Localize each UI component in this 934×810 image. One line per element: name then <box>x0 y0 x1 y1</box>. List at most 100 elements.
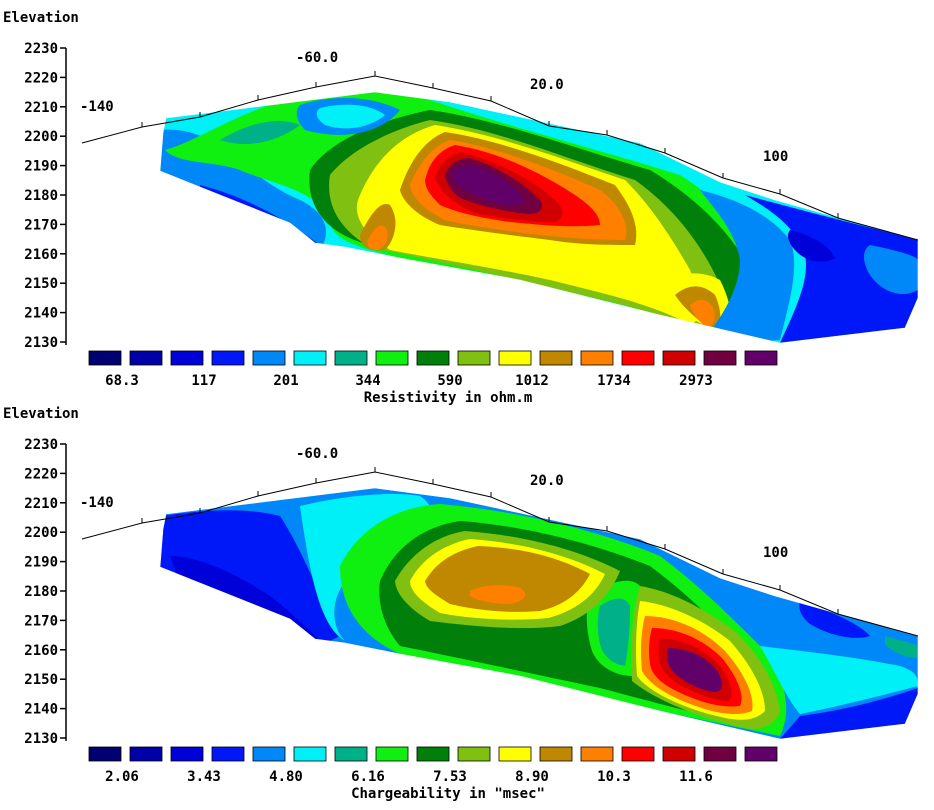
legend-swatch <box>252 746 286 762</box>
contour-band <box>690 299 715 328</box>
contour-band <box>597 598 630 666</box>
y-tick-label: 2170 <box>24 217 58 233</box>
y-tick-label: 2170 <box>24 613 58 629</box>
y-tick-label: 2160 <box>24 247 58 263</box>
contour-band <box>700 190 795 343</box>
legend-swatch <box>539 350 573 366</box>
y-tick-label: 2200 <box>24 129 58 145</box>
y-tick-label: 2180 <box>24 188 58 204</box>
legend-value: 2.06 <box>105 769 139 785</box>
y-tick-label: 2130 <box>24 731 58 747</box>
legend-value: 201 <box>273 373 298 389</box>
contour-band <box>760 646 918 714</box>
legend-value: 10.3 <box>597 769 631 785</box>
contour-band <box>885 636 918 658</box>
legend-swatch <box>293 350 327 366</box>
legend-swatch <box>580 350 614 366</box>
contour-band <box>425 546 590 612</box>
legend-swatch <box>580 746 614 762</box>
legend-swatch <box>539 746 573 762</box>
contour-band <box>451 164 525 206</box>
legend-title: Chargeability in "msec" <box>351 786 545 802</box>
distance-label: -60.0 <box>296 446 338 462</box>
legend-swatch <box>334 350 368 366</box>
section-outline <box>159 91 919 344</box>
legend-value: 8.90 <box>515 769 549 785</box>
legend-swatch <box>703 350 737 366</box>
y-axis-title: Elevation <box>3 406 79 422</box>
legend-swatch <box>211 350 245 366</box>
y-tick-label: 2220 <box>24 466 58 482</box>
legend-value: 3.43 <box>187 769 221 785</box>
contour-band <box>787 230 835 262</box>
legend-swatch <box>703 746 737 762</box>
chargeability-section <box>81 467 919 740</box>
legend-title: Resistivity in ohm.m <box>364 390 533 406</box>
contour-band <box>864 245 918 295</box>
legend-swatch <box>416 746 450 762</box>
distance-label: -60.0 <box>296 50 338 66</box>
distance-label: -140 <box>80 495 114 511</box>
distance-label: 20.0 <box>530 473 564 489</box>
contour-band <box>799 601 870 638</box>
legend-value: 590 <box>437 373 462 389</box>
y-tick-label: 2180 <box>24 584 58 600</box>
y-tick-label: 2200 <box>24 525 58 541</box>
legend-value: 68.3 <box>105 373 139 389</box>
legend-swatch <box>744 746 778 762</box>
contour-band <box>745 195 918 343</box>
legend-labels: 2.06 3.43 4.80 6.16 7.53 8.90 10.3 11.6 <box>105 769 713 785</box>
legend-swatch <box>129 746 163 762</box>
y-tick-label: 2190 <box>24 555 58 571</box>
y-tick-label: 2210 <box>24 100 58 116</box>
y-tick-label: 2140 <box>24 702 58 718</box>
distance-label: -140 <box>80 99 114 115</box>
y-tick-label: 2150 <box>24 672 58 688</box>
legend-swatch <box>457 350 491 366</box>
legend-swatch <box>293 746 327 762</box>
legend-labels: 68.3 117 201 344 590 1012 1734 2973 <box>105 373 713 389</box>
y-tick-label: 2130 <box>24 335 58 351</box>
y-tick-label: 2230 <box>24 41 58 57</box>
y-axis: 2230 2220 2210 2200 2190 2180 2170 2160 2150 2140… <box>24 437 67 747</box>
legend-swatch <box>211 746 245 762</box>
color-legend <box>88 350 778 366</box>
legend-swatch <box>88 746 122 762</box>
chargeability-panel: Elevation 2230 2220 2210 2200 2190 2180 2170 21… <box>3 406 919 802</box>
legend-value: 6.16 <box>351 769 385 785</box>
y-axis: 2230 2220 2210 2200 2190 2180 2170 2160 2150 2140… <box>24 41 67 351</box>
legend-swatch <box>375 350 409 366</box>
legend-swatch <box>621 350 655 366</box>
legend-swatch <box>88 350 122 366</box>
y-tick-label: 2160 <box>24 643 58 659</box>
y-tick-label: 2190 <box>24 159 58 175</box>
contour-band <box>316 104 385 129</box>
y-tick-label: 2210 <box>24 496 58 512</box>
legend-swatch <box>170 746 204 762</box>
y-tick-label: 2230 <box>24 437 58 453</box>
contour-band <box>367 225 388 250</box>
distance-label: 100 <box>763 149 788 165</box>
y-tick-label: 2150 <box>24 276 58 292</box>
topo-ticks <box>141 467 839 614</box>
y-tick-label: 2220 <box>24 70 58 86</box>
legend-value: 7.53 <box>433 769 467 785</box>
legend-value: 1734 <box>597 373 631 389</box>
y-ticks: 2230 2220 2210 2200 2190 2180 2170 2160 2150 2140… <box>24 437 66 747</box>
color-legend <box>88 746 778 762</box>
section-outline <box>159 487 919 740</box>
legend-value: 1012 <box>515 373 549 389</box>
legend-swatch <box>498 350 532 366</box>
y-ticks: 2230 2220 2210 2200 2190 2180 2170 2160 2150 2140… <box>24 41 66 351</box>
legend-swatch <box>662 746 696 762</box>
resistivity-panel: Elevation 2230 2220 2210 2200 2190 2180 2170 21… <box>3 10 919 406</box>
contour-band <box>780 688 918 739</box>
y-tick-label: 2140 <box>24 306 58 322</box>
legend-value: 4.80 <box>269 769 303 785</box>
contour-band <box>470 585 526 604</box>
legend-swatch <box>662 350 696 366</box>
resistivity-section <box>160 92 918 343</box>
legend-swatch <box>744 350 778 366</box>
legend-value: 117 <box>191 373 216 389</box>
